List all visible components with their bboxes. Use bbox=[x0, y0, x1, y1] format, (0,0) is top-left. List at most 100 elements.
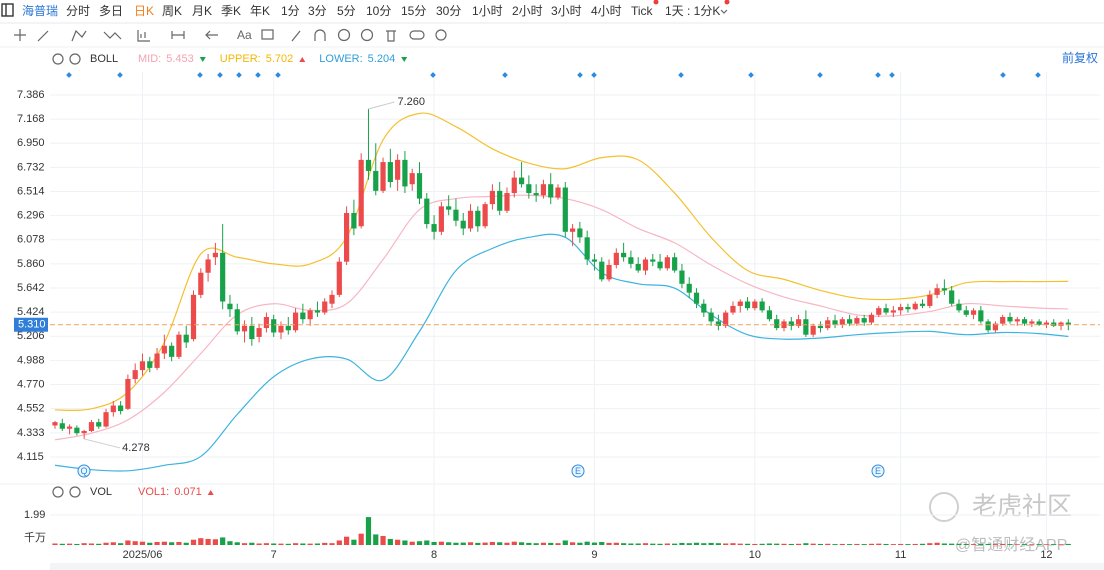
event-diamond[interactable] bbox=[817, 72, 823, 78]
period-tab[interactable]: 10分 bbox=[366, 4, 391, 18]
panel-icon[interactable] bbox=[1, 3, 14, 17]
period-tab[interactable]: 3小时 bbox=[551, 4, 582, 18]
event-diamond[interactable] bbox=[1000, 72, 1006, 78]
candle-body bbox=[847, 319, 853, 324]
scrollbar[interactable] bbox=[50, 563, 1104, 570]
tool-note[interactable] bbox=[261, 29, 274, 40]
notice-dot bbox=[724, 0, 730, 5]
indicator-close[interactable] bbox=[69, 53, 81, 65]
y-tick-label: 5.424 bbox=[17, 306, 45, 318]
event-diamond[interactable] bbox=[275, 72, 281, 78]
event-diamond[interactable] bbox=[236, 72, 242, 78]
event-diamond[interactable] bbox=[678, 72, 684, 78]
adjust-mode[interactable]: 前复权 bbox=[1062, 50, 1098, 65]
period-tab[interactable]: Tick bbox=[631, 4, 654, 18]
period-tab[interactable]: 15分 bbox=[401, 4, 426, 18]
period-tab[interactable]: 分时 bbox=[66, 4, 90, 18]
tool-magnet[interactable] bbox=[314, 29, 326, 41]
period-tab[interactable]: 3分 bbox=[308, 4, 327, 18]
tool-ruler[interactable] bbox=[291, 30, 301, 42]
candle-body bbox=[300, 312, 306, 320]
candle bbox=[737, 299, 743, 313]
y-tick-label: 4.770 bbox=[17, 378, 45, 390]
tool-hide[interactable] bbox=[360, 28, 374, 42]
period-tab[interactable]: 30分 bbox=[436, 4, 461, 18]
period-tab[interactable]: 月K bbox=[192, 4, 212, 18]
period-tab[interactable]: 2小时 bbox=[512, 4, 543, 18]
period-tab[interactable]: 1分 bbox=[281, 4, 300, 18]
tool-settings[interactable] bbox=[435, 29, 447, 41]
event-diamond[interactable] bbox=[875, 72, 881, 78]
candle bbox=[154, 347, 160, 371]
candle bbox=[664, 255, 670, 271]
tool-wave[interactable] bbox=[103, 31, 122, 40]
event-marker[interactable] bbox=[571, 464, 585, 478]
dropdown-icon[interactable] bbox=[720, 9, 728, 14]
candle-body bbox=[591, 259, 598, 262]
tool-line[interactable] bbox=[37, 30, 49, 42]
tool-eye[interactable] bbox=[337, 28, 351, 42]
volume-bar bbox=[453, 542, 459, 545]
period-tab[interactable]: 季K bbox=[221, 4, 241, 18]
candle-body bbox=[139, 361, 146, 371]
period-tab[interactable]: 日K bbox=[134, 4, 154, 18]
volume-bar bbox=[110, 542, 116, 545]
tool-link[interactable] bbox=[409, 30, 425, 40]
tool-delete[interactable] bbox=[386, 30, 396, 42]
event-diamond[interactable] bbox=[255, 72, 261, 78]
event-diamond[interactable] bbox=[577, 72, 583, 78]
event-diamond[interactable] bbox=[117, 72, 123, 78]
volume-close[interactable] bbox=[69, 486, 81, 498]
event-diamond[interactable] bbox=[430, 72, 436, 78]
indicator-name: BOLL bbox=[90, 53, 118, 65]
candle bbox=[88, 419, 95, 433]
event-diamond[interactable] bbox=[591, 72, 597, 78]
volume-bar bbox=[59, 543, 65, 545]
volume-bar bbox=[1014, 544, 1020, 545]
event-diamond[interactable] bbox=[502, 72, 508, 78]
period-tab[interactable]: 1天 : 1分K bbox=[665, 4, 720, 18]
volume-bar bbox=[489, 541, 495, 545]
candle bbox=[723, 310, 729, 329]
volume-bar bbox=[1058, 544, 1064, 545]
candle-body bbox=[59, 423, 65, 429]
tool-text[interactable]: Aa bbox=[237, 28, 252, 42]
event-diamond[interactable] bbox=[197, 72, 203, 78]
volume-bar bbox=[715, 543, 721, 545]
candle-body bbox=[540, 184, 547, 196]
tool-polyline[interactable] bbox=[71, 29, 87, 42]
event-diamond[interactable] bbox=[1035, 72, 1041, 78]
event-marker[interactable] bbox=[77, 464, 91, 478]
volume-bar bbox=[781, 543, 787, 545]
event-diamond[interactable] bbox=[889, 72, 895, 78]
candle-body bbox=[912, 303, 918, 310]
legend-name: UPPER: bbox=[220, 53, 261, 65]
tool-arrow[interactable] bbox=[205, 30, 218, 40]
event-diamond[interactable] bbox=[748, 72, 754, 78]
tool-chart[interactable] bbox=[137, 30, 150, 42]
period-tab[interactable]: 4小时 bbox=[591, 4, 622, 18]
tool-cross[interactable] bbox=[14, 29, 26, 41]
indicator-settings[interactable] bbox=[52, 53, 64, 65]
event-diamond[interactable] bbox=[66, 72, 72, 78]
period-tab[interactable]: 周K bbox=[162, 4, 182, 18]
volume-bar bbox=[650, 543, 656, 545]
period-tab[interactable]: 5分 bbox=[337, 4, 356, 18]
tool-measure[interactable] bbox=[171, 31, 185, 39]
event-marker[interactable] bbox=[871, 464, 885, 478]
period-tab[interactable]: 多日 bbox=[99, 4, 123, 18]
candle-body bbox=[66, 426, 73, 429]
candle bbox=[81, 429, 87, 439]
period-tab[interactable]: 年K bbox=[250, 4, 270, 18]
symbol[interactable]: 海普瑞 bbox=[22, 3, 58, 18]
volume-bar bbox=[890, 544, 896, 545]
event-diamond[interactable] bbox=[217, 72, 223, 78]
volume-settings[interactable] bbox=[52, 486, 64, 498]
candle-body bbox=[336, 261, 342, 295]
candle-body bbox=[497, 190, 503, 211]
candle-body bbox=[781, 321, 787, 329]
volume-bar bbox=[307, 543, 313, 545]
candle-body bbox=[387, 162, 393, 182]
volume-bar bbox=[1029, 544, 1035, 545]
period-tab[interactable]: 1小时 bbox=[472, 4, 503, 18]
